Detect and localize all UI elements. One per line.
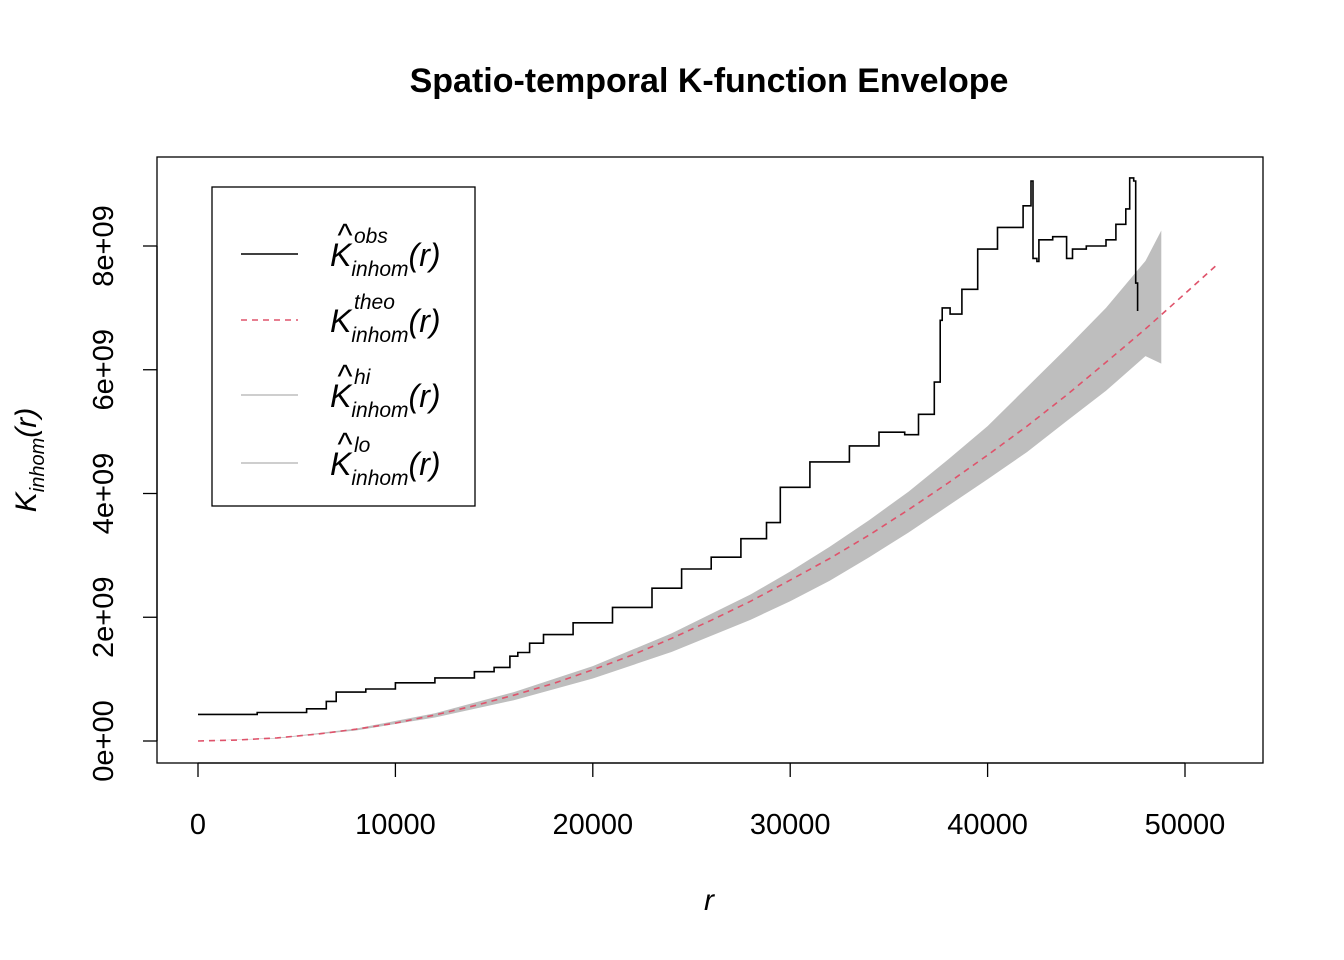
y-axis-label-sub: inhom bbox=[27, 438, 49, 492]
y-axis-label-arg: (r) bbox=[10, 408, 43, 438]
y-tick-label: 6e+09 bbox=[88, 329, 120, 410]
y-axis: 0e+00 2e+09 4e+09 6e+09 8e+09 bbox=[88, 205, 158, 782]
plot-area bbox=[197, 177, 1220, 742]
legend-sup-theo: theo bbox=[354, 291, 395, 314]
y-tick-label: 4e+09 bbox=[88, 453, 120, 534]
x-tick-label: 10000 bbox=[355, 809, 436, 841]
chart-title: Spatio-temporal K-function Envelope bbox=[410, 62, 1009, 100]
legend-sup-hi: hi bbox=[354, 366, 372, 389]
envelope-band bbox=[198, 230, 1162, 741]
x-axis: 0 10000 20000 30000 40000 50000 bbox=[190, 762, 1226, 841]
y-axis-label-main: K bbox=[10, 490, 43, 512]
legend-hat-lo: ^ bbox=[337, 426, 353, 462]
legend-label-hi: Kinhom(r) bbox=[330, 378, 441, 422]
legend-label-lo: Kinhom(r) bbox=[330, 446, 441, 490]
y-tick-label: 8e+09 bbox=[88, 205, 120, 286]
legend-label-obs: Kinhom(r) bbox=[330, 237, 441, 281]
legend: Kinhom(r)obs^Kinhom(r)theoKinhom(r)hi^Ki… bbox=[211, 186, 476, 507]
legend-box bbox=[211, 186, 476, 507]
x-tick-label: 40000 bbox=[947, 809, 1028, 841]
x-tick-label: 20000 bbox=[552, 809, 633, 841]
series-theo-line bbox=[197, 262, 1220, 742]
series-obs-line bbox=[198, 177, 1139, 716]
legend-hat-hi: ^ bbox=[337, 358, 353, 394]
legend-sup-lo: lo bbox=[354, 434, 371, 457]
x-tick-label: 50000 bbox=[1145, 809, 1226, 841]
y-axis-label: Kinhom(r) bbox=[10, 408, 49, 512]
y-tick-label: 2e+09 bbox=[88, 577, 120, 658]
x-tick-label: 30000 bbox=[750, 809, 831, 841]
legend-label-theo: Kinhom(r) bbox=[330, 303, 441, 347]
x-axis-label: r bbox=[704, 884, 715, 917]
y-tick-label: 0e+00 bbox=[88, 700, 120, 781]
legend-hat-obs: ^ bbox=[337, 217, 353, 253]
x-tick-label: 0 bbox=[190, 809, 206, 841]
legend-sup-obs: obs bbox=[354, 225, 388, 248]
